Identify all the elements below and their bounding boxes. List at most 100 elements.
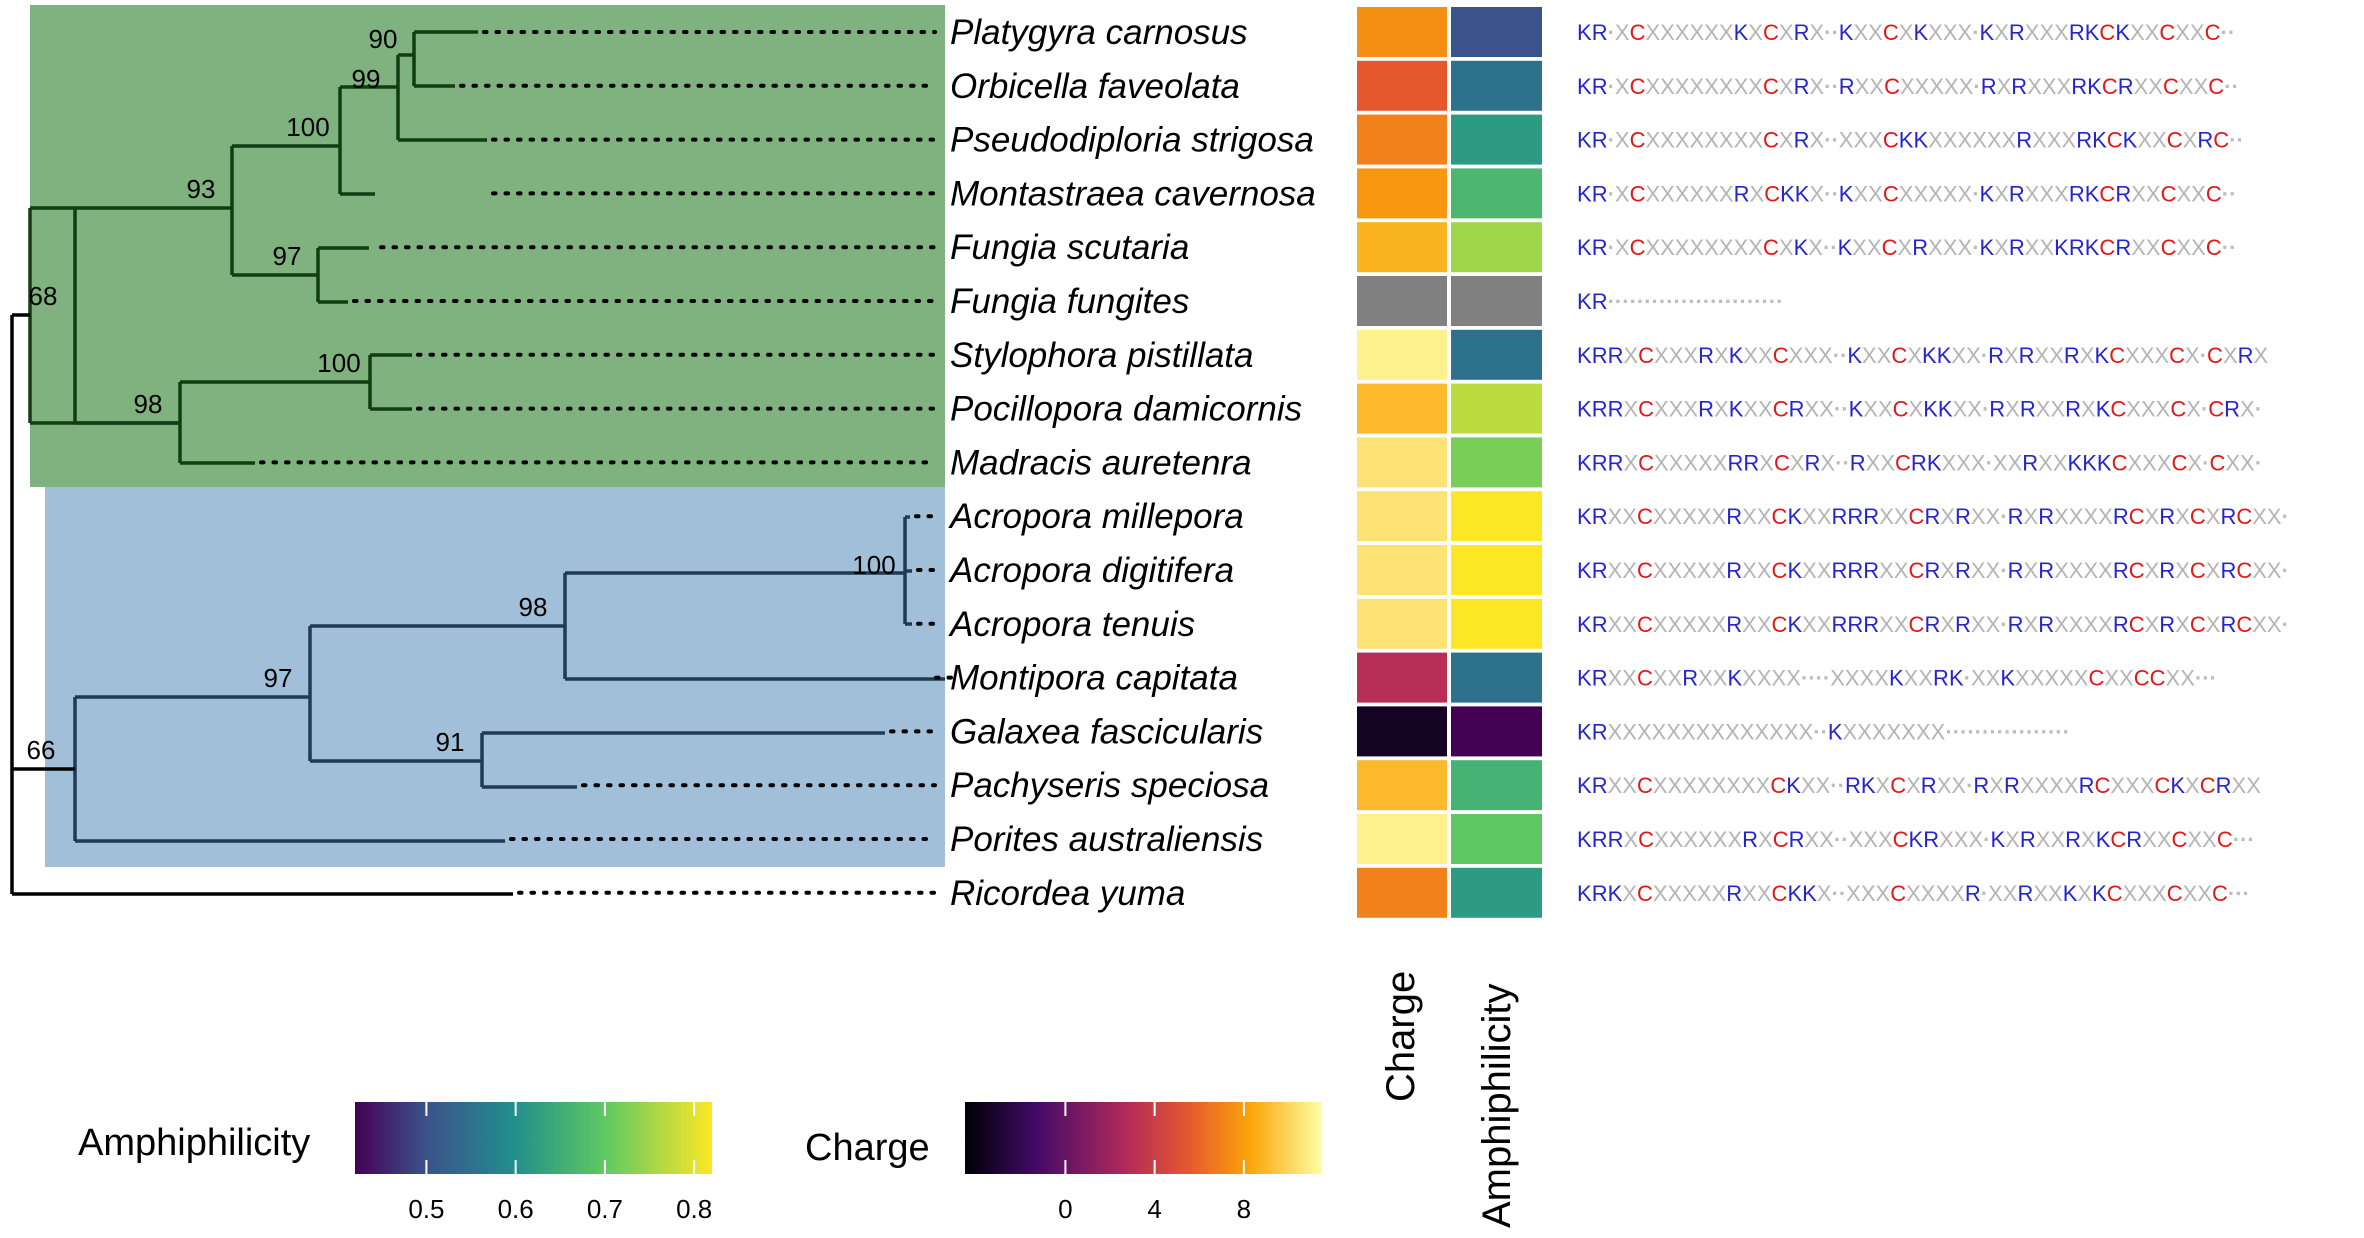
charge-cell bbox=[1355, 327, 1449, 382]
charge-cell bbox=[1355, 704, 1449, 759]
green-clade-branches bbox=[28, 30, 487, 465]
amphiphilicity-column-title: Amphiphilicity bbox=[1475, 983, 1519, 1228]
species-label: Galaxea fascicularis bbox=[950, 712, 1263, 751]
sequence-row: KRXXXXXXXXXXXXXX··KXXXXXXX··············… bbox=[1577, 719, 2070, 744]
charge-cell bbox=[1355, 274, 1449, 328]
species-label: Ricordea yuma bbox=[950, 874, 1185, 913]
charge-heatmap-column bbox=[1355, 5, 1449, 920]
charge-cell bbox=[1355, 865, 1449, 920]
amphiphilicity-cell bbox=[1449, 58, 1544, 113]
charge-tick-label: 8 bbox=[1237, 1194, 1251, 1224]
sequence-alignment: KR·XCXXXXXXKXCXRX··KXXCXKXXX·KXRXXXRKCKX… bbox=[1577, 20, 2289, 906]
sequence-row: KRXXCXXXXXRXXCKXXRRRXXCRXRXX·RXRXXXXRCXR… bbox=[1577, 504, 2289, 529]
amphiphilicity-cell bbox=[1449, 758, 1544, 813]
amphiphilicity-cell bbox=[1449, 220, 1544, 275]
amphiphilicity-cell bbox=[1449, 274, 1544, 328]
bootstrap-100: 100 bbox=[286, 112, 329, 142]
species-label: Acropora millepora bbox=[948, 497, 1244, 536]
bootstrap-100c: 100 bbox=[852, 550, 895, 580]
bootstrap-99: 99 bbox=[352, 64, 381, 94]
bootstrap-68: 68 bbox=[29, 281, 58, 311]
tip-leaders bbox=[259, 30, 953, 895]
species-label: Pseudodiploria strigosa bbox=[950, 121, 1314, 160]
charge-cell bbox=[1355, 543, 1449, 597]
species-label: Acropora tenuis bbox=[948, 605, 1195, 644]
charge-colorbar bbox=[965, 1102, 1322, 1174]
species-label: Montastraea cavernosa bbox=[950, 174, 1316, 213]
amphiphilicity-cell bbox=[1449, 650, 1544, 705]
bootstrap-97: 97 bbox=[273, 241, 302, 271]
sequence-row: KR·XCXXXXXXRXCKKX··KXXCXXXXX·KXRXXXRKCRX… bbox=[1577, 181, 2236, 206]
amphiphilicity-cell bbox=[1449, 704, 1544, 759]
charge-tick-label: 4 bbox=[1147, 1194, 1161, 1224]
amphiphilicity-tick-label: 0.6 bbox=[498, 1194, 534, 1224]
bootstrap-98: 98 bbox=[134, 389, 163, 419]
sequence-row: KRRXCXXXRXKXXCXXX··KXXCXKKXX·RXRXXRXKCXX… bbox=[1577, 343, 2269, 368]
amphiphilicity-cell bbox=[1449, 489, 1544, 544]
charge-cell bbox=[1355, 220, 1449, 275]
bootstrap-90: 90 bbox=[369, 24, 398, 54]
sequence-row: KRRXCXXXXXRRXCXRX··RXXCRKXXX·XXRXXKKKCXX… bbox=[1577, 450, 2262, 475]
charge-tick-label: 0 bbox=[1058, 1194, 1072, 1224]
sequence-row: KRRXCXXXRXKXXCRXX··KXXCXKKXX·RXRXXRXKCXX… bbox=[1577, 397, 2262, 422]
amphiphilicity-cell bbox=[1449, 327, 1544, 382]
amphiphilicity-cell bbox=[1449, 112, 1544, 167]
charge-cell bbox=[1355, 381, 1449, 436]
species-label: Fungia scutaria bbox=[950, 228, 1189, 267]
amphiphilicity-tick-label: 0.5 bbox=[408, 1194, 444, 1224]
amphiphilicity-cell bbox=[1449, 381, 1544, 436]
species-label: Stylophora pistillata bbox=[950, 336, 1254, 375]
charge-ticks: 0 4 8 bbox=[1058, 1102, 1251, 1224]
amphiphilicity-cell bbox=[1449, 5, 1544, 59]
species-label: Acropora digitifera bbox=[948, 551, 1234, 590]
amphiphilicity-cell bbox=[1449, 435, 1544, 490]
species-label: Pachyseris speciosa bbox=[950, 766, 1269, 805]
sequence-row: KRXXCXXXXXRXXCKXXRRRXXCRXRXX·RXRXXXXRCXR… bbox=[1577, 558, 2289, 583]
amphiphilicity-cell bbox=[1449, 166, 1544, 221]
species-labels: Platygyra carnosus Orbicella faveolata Pse… bbox=[948, 13, 1316, 913]
sequence-row: KR·XCXXXXXXXXCXRX··RXXCXXXXX·RXRXXXRKCRX… bbox=[1577, 74, 2239, 99]
charge-column-title: Charge bbox=[1379, 971, 1423, 1102]
charge-cell bbox=[1355, 812, 1449, 866]
tree-branches bbox=[10, 30, 945, 896]
amphiphilicity-legend: Amphiphilicity 0.5 0.6 0.7 0.8 bbox=[78, 1102, 712, 1224]
amphiphilicity-tick-label: 0.7 bbox=[587, 1194, 623, 1224]
sequence-row: KR·XCXXXXXXXXCXKX··KXXCXRXXX·KXRXXKRKCRX… bbox=[1577, 235, 2236, 260]
species-label: Madracis auretenra bbox=[950, 443, 1252, 482]
charge-legend-title: Charge bbox=[805, 1127, 930, 1169]
bootstrap-100b: 100 bbox=[317, 348, 360, 378]
sequence-row: KR·XCXXXXXXXXCXRX··XXXCKKXXXXXXRXXXRKCKX… bbox=[1577, 128, 2244, 153]
charge-cell bbox=[1355, 112, 1449, 167]
amphiphilicity-legend-title: Amphiphilicity bbox=[78, 1122, 310, 1164]
amphiphilicity-cell bbox=[1449, 543, 1544, 597]
clade-blue-background bbox=[45, 487, 945, 867]
species-label: Pocillopora damicornis bbox=[950, 390, 1302, 429]
charge-legend: Charge 0 4 8 bbox=[805, 1102, 1322, 1224]
sequence-row: KR·XCXXXXXXKXCXRX··KXXCXKXXX·KXRXXXRKCKX… bbox=[1577, 20, 2235, 45]
charge-cell bbox=[1355, 166, 1449, 221]
bootstrap-91: 91 bbox=[436, 727, 465, 757]
sequence-row: KR························ bbox=[1577, 289, 1783, 314]
species-label: Orbicella faveolata bbox=[950, 67, 1240, 106]
bootstrap-66: 66 bbox=[27, 735, 56, 765]
sequence-row: KRXXCXXRXXKXXXX····XXXXKXXRK·XXKXXXXXCXX… bbox=[1577, 666, 2217, 691]
bootstrap-97b: 97 bbox=[264, 663, 293, 693]
bootstrap-labels: 68 93 100 99 90 97 98 100 66 97 98 100 9… bbox=[27, 24, 896, 765]
amphiphilicity-cell bbox=[1449, 865, 1544, 920]
amphiphilicity-tick-label: 0.8 bbox=[676, 1194, 712, 1224]
charge-cell bbox=[1355, 596, 1449, 651]
sequence-row: KRXXCXXXXXRXXCKXXRRRXXCRXRXX·RXRXXXXRCXR… bbox=[1577, 612, 2289, 637]
amphiphilicity-cell bbox=[1449, 812, 1544, 866]
bootstrap-93: 93 bbox=[187, 174, 216, 204]
charge-cell bbox=[1355, 758, 1449, 813]
charge-cell bbox=[1355, 58, 1449, 113]
species-label: Porites australiensis bbox=[950, 820, 1263, 859]
bootstrap-98b: 98 bbox=[519, 592, 548, 622]
amphiphilicity-ticks: 0.5 0.6 0.7 0.8 bbox=[408, 1102, 712, 1224]
amphiphilicity-heatmap-column bbox=[1449, 5, 1544, 920]
sequence-row: KRRXCXXXXXXRXCRXX··XXXCKRXXX·KXRXXRXKCRX… bbox=[1577, 827, 2255, 852]
sequence-row: KRKXCXXXXXRXXCKKX··XXXCXXXXR·XXRXXKXKCXX… bbox=[1577, 881, 2250, 906]
charge-cell bbox=[1355, 650, 1449, 705]
species-label: Platygyra carnosus bbox=[950, 13, 1248, 52]
